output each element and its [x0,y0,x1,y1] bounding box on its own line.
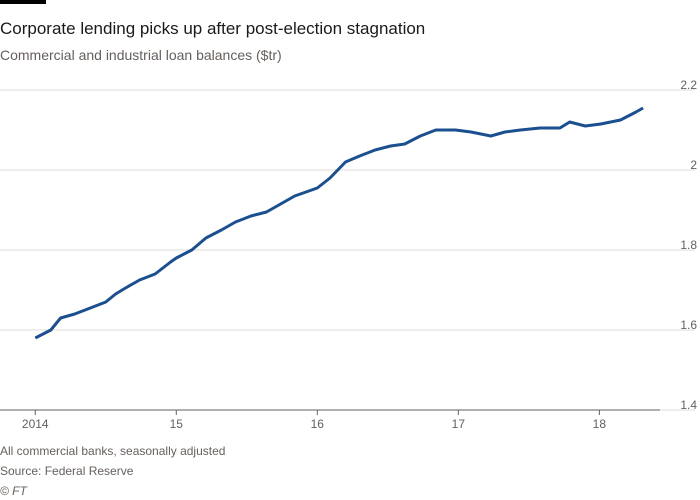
y-tick-label: 1.4 [680,398,697,412]
data-line [34,106,644,340]
x-tick-label: 15 [170,417,184,431]
source: Source: Federal Reserve [0,464,134,478]
y-tick-label: 1.6 [680,318,697,332]
chart-subtitle: Commercial and industrial loan balances … [0,47,282,63]
copyright: © FT [0,484,29,498]
y-tick-label: 1.8 [680,238,697,252]
chart-title: Corporate lending picks up after post-el… [0,19,425,38]
x-tick-label: 16 [311,417,325,431]
x-tick-label: 18 [593,417,607,431]
x-tick-label: 2014 [22,417,49,431]
y-tick-label: 2 [690,158,697,172]
note: All commercial banks, seasonally adjuste… [0,444,225,458]
x-tick-label: 17 [452,417,466,431]
brand-bar [0,0,46,4]
y-tick-label: 2.2 [680,78,697,92]
